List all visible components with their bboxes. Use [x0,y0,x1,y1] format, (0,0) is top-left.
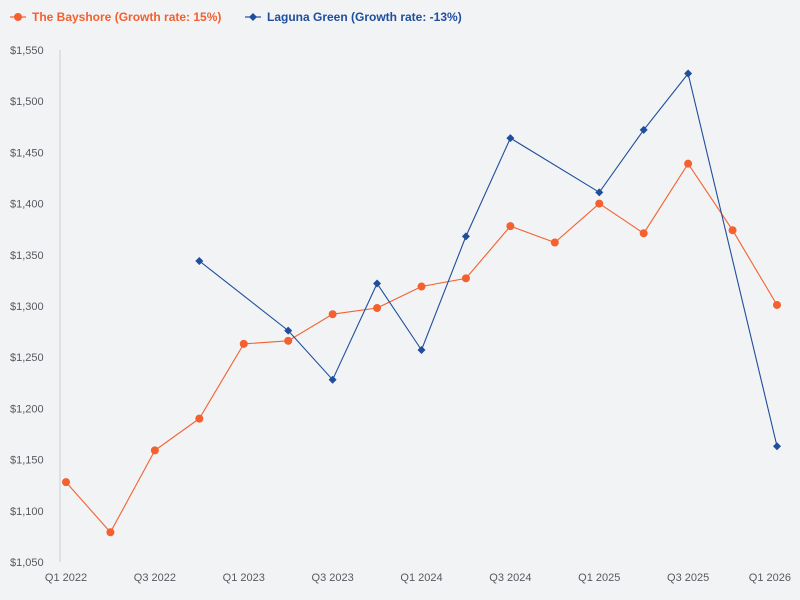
y-tick-label: $1,450 [10,147,44,159]
series-line [198,72,778,447]
y-tick-label: $1,300 [10,301,44,313]
data-point[interactable] [328,310,337,319]
series-laguna-green [195,69,781,451]
series-bayshore [62,159,781,537]
data-point[interactable] [328,375,337,384]
y-tick-label: $1,150 [10,455,44,467]
data-point[interactable] [639,125,648,134]
legend-marker-laguna-green [249,13,257,21]
x-tick-label: Q1 2025 [578,572,620,584]
data-point[interactable] [417,346,426,355]
x-tick-label: Q1 2023 [223,572,265,584]
legend-item-bayshore[interactable]: The Bayshore (Growth rate: 15%) [10,10,221,24]
data-point[interactable] [728,226,737,235]
data-point[interactable] [595,188,604,197]
y-tick-label: $1,100 [10,506,44,518]
data-point[interactable] [150,446,159,455]
data-point[interactable] [506,134,515,143]
y-tick-label: $1,400 [10,199,44,211]
x-tick-label: Q3 2024 [489,572,531,584]
x-tick-label: Q3 2022 [134,572,176,584]
y-tick-label: $1,350 [10,250,44,262]
data-point[interactable] [417,282,426,291]
data-point[interactable] [773,442,781,451]
x-tick-label: Q3 2025 [667,572,709,584]
x-tick-label: Q1 2022 [45,572,87,584]
data-point[interactable] [62,478,70,487]
data-point[interactable] [773,300,781,309]
data-point[interactable] [684,69,693,78]
legend-item-laguna-green[interactable]: Laguna Green (Growth rate: -13%) [245,10,462,24]
data-point[interactable] [373,279,382,288]
x-tick-label: Q1 2026 [749,572,791,584]
data-point[interactable] [106,528,115,537]
data-point[interactable] [284,336,293,345]
data-point[interactable] [239,339,248,348]
x-tick-label: Q3 2023 [312,572,354,584]
axes: $1,050 $1,100 $1,150 $1,200 $1,250 $1,300 $1,3… [10,45,791,584]
legend-label-bayshore: The Bayshore (Growth rate: 15%) [32,10,221,24]
data-point[interactable] [506,222,515,231]
x-tick-label: Q1 2024 [400,572,442,584]
y-tick-label: $1,200 [10,403,44,415]
y-tick-label: $1,500 [10,96,44,108]
data-point[interactable] [639,229,648,238]
legend-marker-bayshore [14,13,22,21]
data-point[interactable] [461,232,470,241]
legend-label-laguna-green: Laguna Green (Growth rate: -13%) [267,10,462,24]
plot-area [62,69,781,537]
data-point[interactable] [684,159,693,168]
data-point[interactable] [595,199,604,208]
data-point[interactable] [461,274,470,283]
y-tick-label: $1,250 [10,352,44,364]
data-point[interactable] [195,256,204,265]
data-point[interactable] [195,414,204,423]
legend: The Bayshore (Growth rate: 15%) Laguna G… [10,10,462,24]
data-point[interactable] [550,238,559,247]
data-point[interactable] [284,326,293,335]
y-tick-label: $1,550 [10,45,44,57]
data-point[interactable] [373,304,382,313]
y-tick-label: $1,050 [10,557,44,569]
